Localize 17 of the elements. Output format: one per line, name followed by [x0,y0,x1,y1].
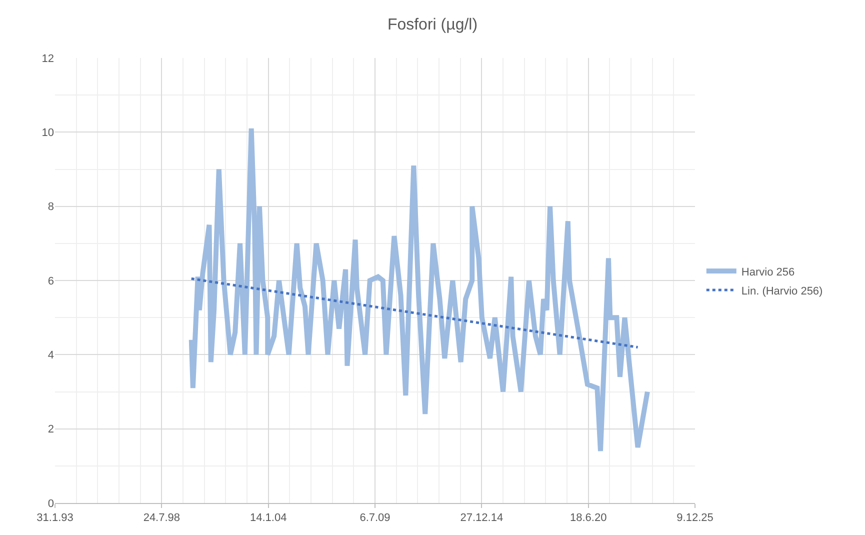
x-tick-label: 9.12.25 [676,512,714,524]
x-tick-label: 14.1.04 [250,512,287,524]
y-tick-label: 8 [48,201,54,214]
x-tick-label: 27.12.14 [460,512,504,524]
x-tick-label: 18.6.20 [570,512,607,524]
y-tick-label: 10 [42,127,54,140]
y-tick-label: 4 [48,350,54,362]
y-tick-label: 2 [48,424,54,436]
y-tick-label: 12 [42,52,54,65]
x-tick-label: 6.7.09 [360,512,390,524]
legend-label: Harvio 256 [741,266,795,278]
chart-title: Fosfori (µg/l) [387,16,478,34]
x-tick-label: 31.1.93 [36,512,74,524]
x-tick-label: 24.7.98 [143,512,180,524]
legend-label: Lin. (Harvio 256) [741,285,823,298]
y-tick-label: 6 [48,275,54,288]
y-tick-label: 0 [48,498,54,510]
